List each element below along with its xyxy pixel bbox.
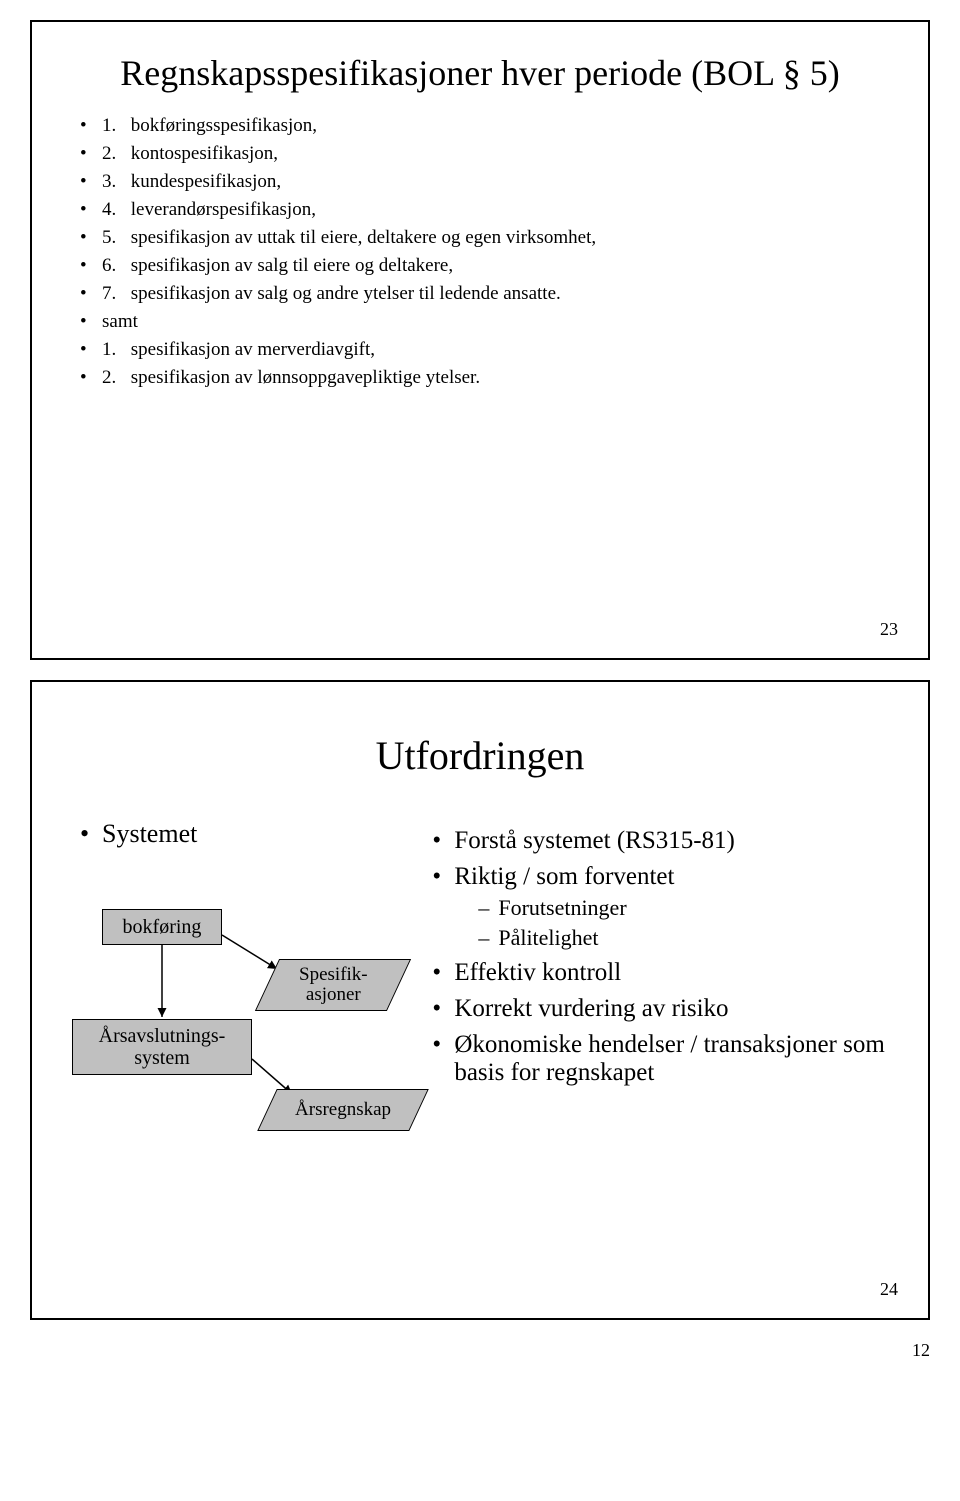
list-item: 3. kundespesifikasjon, (72, 171, 888, 193)
box-ars-line2: system (134, 1047, 190, 1069)
systemet-heading: Systemet (72, 819, 406, 849)
list-item: Økonomiske hendelser / transaksjoner som… (426, 1031, 888, 1087)
slide-2-right-column: Forstå systemet (RS315-81) Riktig / som … (426, 819, 888, 1169)
para-spes-line2: asjoner (306, 984, 361, 1005)
box-ars-line1: Årsavslutnings- (99, 1025, 226, 1047)
list-item: Korrekt vurdering av risiko (426, 995, 888, 1023)
system-diagram: bokføring Årsavslutnings- system Spesifi… (72, 869, 406, 1169)
box-bokforing-label: bokføring (123, 916, 202, 939)
list-item: 2. kontospesifikasjon, (72, 143, 888, 165)
item-num: 1. (102, 339, 126, 361)
parallelogram-spesifikasjoner: Spesifik- asjoner (255, 959, 411, 1011)
sub-item-text: Pålitelighet (498, 925, 598, 950)
list-item: Effektiv kontroll (426, 959, 888, 987)
item-text: kontospesifikasjon, (131, 143, 278, 164)
para-spes-line1: Spesifik- (299, 964, 368, 985)
item-text: spesifikasjon av uttak til eiere, deltak… (131, 227, 596, 248)
slide-2-columns: Systemet bokføring Årsavslutnings- (72, 819, 888, 1169)
box-arsavslutning-label: Årsavslutnings- system (99, 1025, 226, 1069)
slide-2-left-column: Systemet bokføring Årsavslutnings- (72, 819, 406, 1169)
item-text: spesifikasjon av salg og andre ytelser t… (131, 283, 561, 304)
item-text: kundespesifikasjon, (131, 171, 281, 192)
sub-item-text: Forutsetninger (498, 895, 626, 920)
slide-1-page-number: 23 (880, 619, 898, 640)
item-text: Korrekt vurdering av risiko (454, 995, 728, 1022)
item-num: 2. (102, 143, 126, 165)
item-text: bokføringsspesifikasjon, (131, 115, 317, 136)
item-text: spesifikasjon av lønnsoppgavepliktige yt… (131, 367, 480, 388)
para-ars-label: Årsregnskap (295, 1100, 391, 1120)
sub-item: Forutsetninger (474, 895, 888, 921)
list-item: Riktig / som forventet Forutsetninger På… (426, 863, 888, 951)
item-text: Effektiv kontroll (454, 959, 621, 986)
slide-1-list: 1. bokføringsspesifikasjon, 2. kontospes… (72, 115, 888, 389)
item-text: leverandørspesifikasjon, (131, 199, 316, 220)
item-num: 1. (102, 115, 126, 137)
item-text: Forstå systemet (RS315-81) (454, 827, 735, 854)
list-item: 2. spesifikasjon av lønnsoppgavepliktige… (72, 367, 888, 389)
slide-1: Regnskapsspesifikasjoner hver periode (B… (30, 20, 930, 660)
sub-list: Forutsetninger Pålitelighet (474, 895, 888, 951)
list-item: Forstå systemet (RS315-81) (426, 827, 888, 855)
parallelogram-arsregnskap: Årsregnskap (257, 1089, 429, 1131)
item-num: 2. (102, 367, 126, 389)
box-bokforing: bokføring (102, 909, 222, 945)
list-item-samt: samt (72, 311, 888, 333)
para-spes-label: Spesifik- asjoner (299, 965, 368, 1005)
samt-text: samt (102, 311, 138, 332)
sub-item: Pålitelighet (474, 925, 888, 951)
slide-2-title: Utfordringen (72, 732, 888, 779)
list-item: 7. spesifikasjon av salg og andre ytelse… (72, 283, 888, 305)
list-item: 5. spesifikasjon av uttak til eiere, del… (72, 227, 888, 249)
item-num: 7. (102, 283, 126, 305)
sheet-page-number: 12 (0, 1340, 930, 1361)
item-text: spesifikasjon av salg til eiere og delta… (131, 255, 453, 276)
item-text: spesifikasjon av merverdiavgift, (131, 339, 375, 360)
item-text: Riktig / som forventet (454, 863, 674, 890)
slide-1-title: Regnskapsspesifikasjoner hver periode (B… (72, 52, 888, 95)
list-item: 1. spesifikasjon av merverdiavgift, (72, 339, 888, 361)
slide-2: Utfordringen Systemet bokføring (30, 680, 930, 1320)
item-num: 4. (102, 199, 126, 221)
right-bullet-list: Forstå systemet (RS315-81) Riktig / som … (426, 827, 888, 1087)
list-item: 1. bokføringsspesifikasjon, (72, 115, 888, 137)
item-text: Økonomiske hendelser / transaksjoner som… (454, 1031, 884, 1086)
list-item: 4. leverandørspesifikasjon, (72, 199, 888, 221)
item-num: 6. (102, 255, 126, 277)
item-num: 3. (102, 171, 126, 193)
box-arsavslutning: Årsavslutnings- system (72, 1019, 252, 1075)
item-num: 5. (102, 227, 126, 249)
list-item: 6. spesifikasjon av salg til eiere og de… (72, 255, 888, 277)
slide-2-page-number: 24 (880, 1279, 898, 1300)
